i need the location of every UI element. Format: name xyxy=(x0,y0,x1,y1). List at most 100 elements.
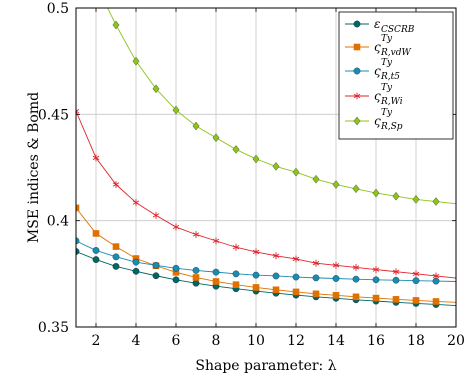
data-point xyxy=(192,121,200,131)
data-point xyxy=(392,276,400,284)
legend-marker xyxy=(353,92,361,100)
data-point xyxy=(252,248,260,256)
x-tick-label: 18 xyxy=(407,333,425,349)
legend-symbol: ε xyxy=(374,17,380,31)
data-point xyxy=(432,272,440,280)
data-point xyxy=(252,284,260,291)
data-point xyxy=(112,20,120,30)
data-point xyxy=(432,298,440,305)
legend-symbol: ς xyxy=(374,64,381,78)
y-tick-label: 0.5 xyxy=(47,1,69,17)
data-point xyxy=(192,274,200,281)
series-line xyxy=(107,8,456,205)
legend-marker xyxy=(353,43,361,51)
data-point xyxy=(412,277,420,284)
series-3 xyxy=(76,107,456,280)
series-2 xyxy=(76,237,456,285)
data-point xyxy=(132,56,140,66)
legend-symbol: ς xyxy=(374,89,381,103)
data-point xyxy=(212,268,220,276)
data-point xyxy=(372,266,380,274)
legend-item: ς R,Wi Ty xyxy=(345,83,403,107)
legend-box xyxy=(338,11,454,140)
data-point xyxy=(112,263,120,270)
data-point xyxy=(312,259,320,267)
legend-superscript: Ty xyxy=(381,58,393,68)
series-line xyxy=(76,207,456,303)
data-point xyxy=(392,268,400,276)
legend-superscript: Ty xyxy=(381,83,393,93)
legend-item: ς R,vdW Ty xyxy=(345,34,411,58)
data-point xyxy=(372,294,380,302)
legend-subscript: R,Sp xyxy=(380,122,403,132)
data-point xyxy=(312,174,320,184)
legend-subscript: CSCRB xyxy=(381,25,415,35)
legend-superscript: Ty xyxy=(381,34,393,44)
data-point xyxy=(212,237,220,245)
series-1 xyxy=(76,204,456,305)
data-point xyxy=(172,223,180,231)
data-point xyxy=(152,261,160,269)
data-point xyxy=(152,211,160,219)
legend-superscript: Ty xyxy=(381,108,393,118)
data-point xyxy=(132,267,140,275)
data-point xyxy=(192,279,200,287)
data-point xyxy=(232,145,240,154)
data-point xyxy=(212,133,220,142)
data-point xyxy=(212,278,220,285)
data-point xyxy=(312,274,320,282)
data-point xyxy=(412,297,420,304)
data-point xyxy=(332,180,340,189)
data-point xyxy=(172,264,180,272)
data-point xyxy=(352,263,360,271)
x-tick-label: 14 xyxy=(327,333,345,349)
legend-item: ε CSCRB xyxy=(345,17,415,35)
data-point xyxy=(432,197,440,206)
data-point xyxy=(352,184,360,194)
data-point xyxy=(392,191,400,201)
legend-item: ς R,t5 Ty xyxy=(345,58,400,82)
series-group xyxy=(76,8,456,308)
data-point xyxy=(172,276,180,284)
x-tick-label: 20 xyxy=(447,333,465,349)
legend-subscript: R,Wi xyxy=(380,97,403,107)
x-tick-label: 6 xyxy=(172,333,181,349)
x-tick-label: 10 xyxy=(247,333,265,349)
data-point xyxy=(192,230,200,238)
data-point xyxy=(272,272,280,280)
data-point xyxy=(92,256,100,263)
data-point xyxy=(252,271,260,279)
data-point xyxy=(272,286,280,294)
legend-symbol: ς xyxy=(374,114,381,128)
data-point xyxy=(112,253,120,261)
y-tick-label: 0.4 xyxy=(47,214,69,230)
data-point xyxy=(412,270,420,278)
legend-marker xyxy=(353,116,361,126)
data-point xyxy=(232,243,240,251)
y-tick-label: 0.45 xyxy=(38,107,69,123)
data-point xyxy=(332,275,340,282)
data-point xyxy=(292,288,300,296)
data-point xyxy=(132,199,140,207)
x-axis-label: Shape parameter: λ xyxy=(195,358,336,374)
data-point xyxy=(352,275,360,283)
data-point xyxy=(372,188,380,198)
legend-symbol: ς xyxy=(374,40,381,54)
data-point xyxy=(272,252,280,260)
data-point xyxy=(92,247,100,254)
data-point xyxy=(412,195,420,204)
series-4 xyxy=(107,8,456,206)
data-point xyxy=(272,162,280,171)
legend-item: ς R,Sp Ty xyxy=(345,108,403,132)
data-point xyxy=(292,273,300,281)
data-point xyxy=(152,84,160,94)
y-axis-label: MSE indices & Bomd xyxy=(26,92,42,243)
legend-marker xyxy=(353,67,361,75)
data-point xyxy=(312,290,320,298)
legend-subscript: R,vdW xyxy=(380,48,411,58)
series-line xyxy=(76,110,456,279)
data-point xyxy=(132,258,140,266)
plot-frame xyxy=(75,7,457,328)
